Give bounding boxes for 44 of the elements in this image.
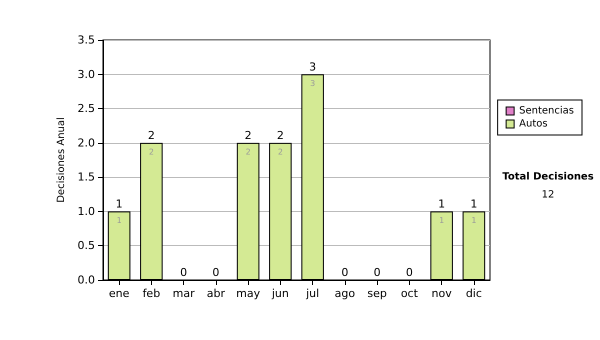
y-tick-label: 0.5 [78,239,95,252]
total-label: 1 [116,197,123,210]
y-tick-label: 1.5 [78,170,95,184]
y-tick-label: 3.0 [78,68,95,81]
x-tick-label: feb [142,287,160,300]
total-label: 0 [374,266,381,279]
total-label: 1 [470,197,478,210]
x-tick-label: dic [466,287,482,300]
x-tick-label: jul [305,287,320,300]
data-label: 3 [310,78,316,88]
total-label: 2 [276,128,284,142]
x-tick-label: ene [108,287,130,300]
total-label: 2 [244,128,252,142]
x-tick-label: abr [206,287,226,300]
x-tick-label: oct [400,287,419,300]
total-label: 1 [438,197,446,210]
x-tick-label: mar [172,287,196,300]
legend-label: Sentencias [519,106,574,116]
data-label: 1 [439,216,444,225]
y-tick-label: 3.5 [78,34,95,46]
total-label: 0 [180,266,188,279]
y-tick-label: 1.0 [78,204,95,218]
x-tick-label: sep [367,287,387,300]
total-label: 0 [341,266,348,279]
text: Total Decisiones [502,172,594,182]
data-label: 2 [148,147,154,156]
data-label: 2 [278,147,283,156]
total-label: 2 [148,128,155,142]
data-label: 1 [471,216,476,225]
data-label: 2 [246,147,251,156]
legend-label: Autos [519,118,548,130]
x-tick-label: nov [432,287,452,300]
data-label: 1 [116,216,122,225]
y-tick-label: 2.0 [78,136,95,150]
x-tick-label: ago [334,287,356,300]
total-label: 0 [212,266,220,279]
text: 12 [542,190,554,200]
y-tick-label: 2.5 [78,102,95,116]
total-label: 3 [309,60,316,74]
x-tick-label: jun [270,287,289,300]
total-label: 0 [406,266,413,279]
x-tick-label: may [236,287,261,300]
y-tick-label: 0.0 [78,274,95,286]
y-axis-title: Decisiones Anual [56,117,68,203]
